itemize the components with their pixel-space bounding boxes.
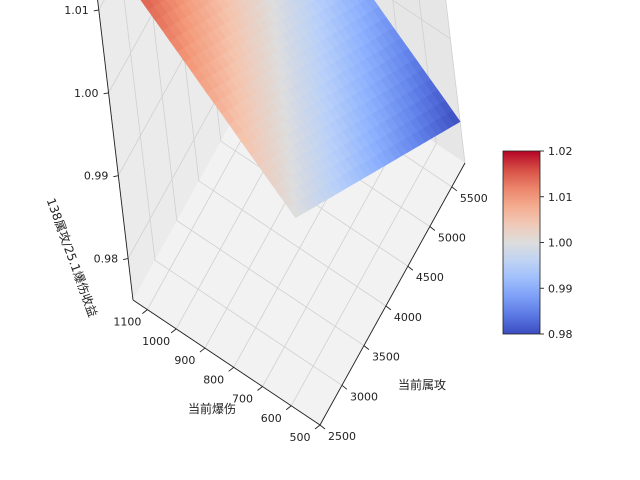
x-tick-label: 5500	[460, 192, 488, 205]
x-tick-label: 3500	[372, 351, 400, 364]
z-tick-label: 1.01	[64, 4, 89, 17]
x-tick-mark	[341, 384, 348, 390]
y-axis-label: 当前爆伤	[188, 401, 236, 416]
x-tick-mark	[407, 265, 414, 271]
x-tick-mark	[385, 305, 392, 311]
colorbar-tick-label: 0.99	[548, 282, 573, 295]
z-tick-mark	[93, 9, 99, 12]
x-tick-label: 4000	[394, 311, 422, 324]
grid-line-x	[177, 0, 387, 307]
y-axis-line	[132, 299, 321, 426]
z-tick-label: 0.99	[84, 170, 109, 183]
y-tick-label: 900	[174, 354, 195, 367]
colorbar-tick-label: 1.01	[548, 191, 573, 204]
z-tick-mark	[123, 258, 129, 260]
surface-plot	[140, 0, 461, 219]
x-tick-label: 5000	[438, 232, 466, 245]
surface-patch	[287, 203, 302, 219]
x-tick-label: 4500	[416, 271, 444, 284]
z-tick-label: 1.00	[74, 87, 99, 100]
grid-line-z	[117, 0, 451, 176]
x-tick-mark	[451, 186, 458, 192]
y-tick-mark	[314, 424, 321, 430]
y-tick-label: 500	[290, 431, 311, 444]
y-tick-label: 1000	[142, 335, 170, 348]
y-tick-label: 1100	[113, 316, 141, 329]
x-axis-line	[319, 162, 466, 426]
grid-line-y	[290, 0, 437, 406]
x-axis-label: 当前属攻	[398, 377, 446, 392]
x-tick-mark	[429, 226, 436, 231]
axes: 2500 3000 3500 4000 4500 5000 5500 500 600 700 800…	[64, 0, 488, 444]
grid-line-x	[203, 0, 409, 267]
x-tick-label: 3000	[350, 390, 378, 403]
y-tick-mark	[257, 386, 263, 391]
grid-line-x	[150, 0, 365, 346]
colorbar-tick-label: 1.02	[548, 145, 573, 158]
grid-line-x	[123, 0, 343, 386]
y-tick-mark	[228, 366, 234, 372]
x-tick-mark	[363, 345, 370, 350]
y-tick-label: 800	[203, 373, 224, 386]
y-tick-mark	[199, 347, 206, 353]
colorbar-tick-label: 0.98	[548, 328, 573, 341]
x-tick-label: 2500	[328, 430, 356, 443]
y-tick-mark	[170, 328, 177, 334]
y-tick-mark	[285, 405, 292, 411]
y-tick-label: 600	[261, 412, 282, 425]
colorbar-tick-label: 1.00	[548, 237, 573, 250]
z-axis-label: 138属攻/25.1爆伤收益	[44, 196, 100, 319]
colorbar-gradient	[502, 150, 541, 335]
y-tick-label: 700	[232, 393, 253, 406]
y-tick-mark	[142, 309, 148, 314]
z-tick-label: 0.98	[94, 253, 119, 266]
colorbar: 0.98 0.99 1.00 1.01 1.02	[502, 145, 573, 341]
x-tick-mark	[319, 424, 326, 430]
z-tick-mark	[113, 175, 119, 178]
z-tick-mark	[103, 92, 109, 95]
z-axis-line	[97, 0, 134, 301]
